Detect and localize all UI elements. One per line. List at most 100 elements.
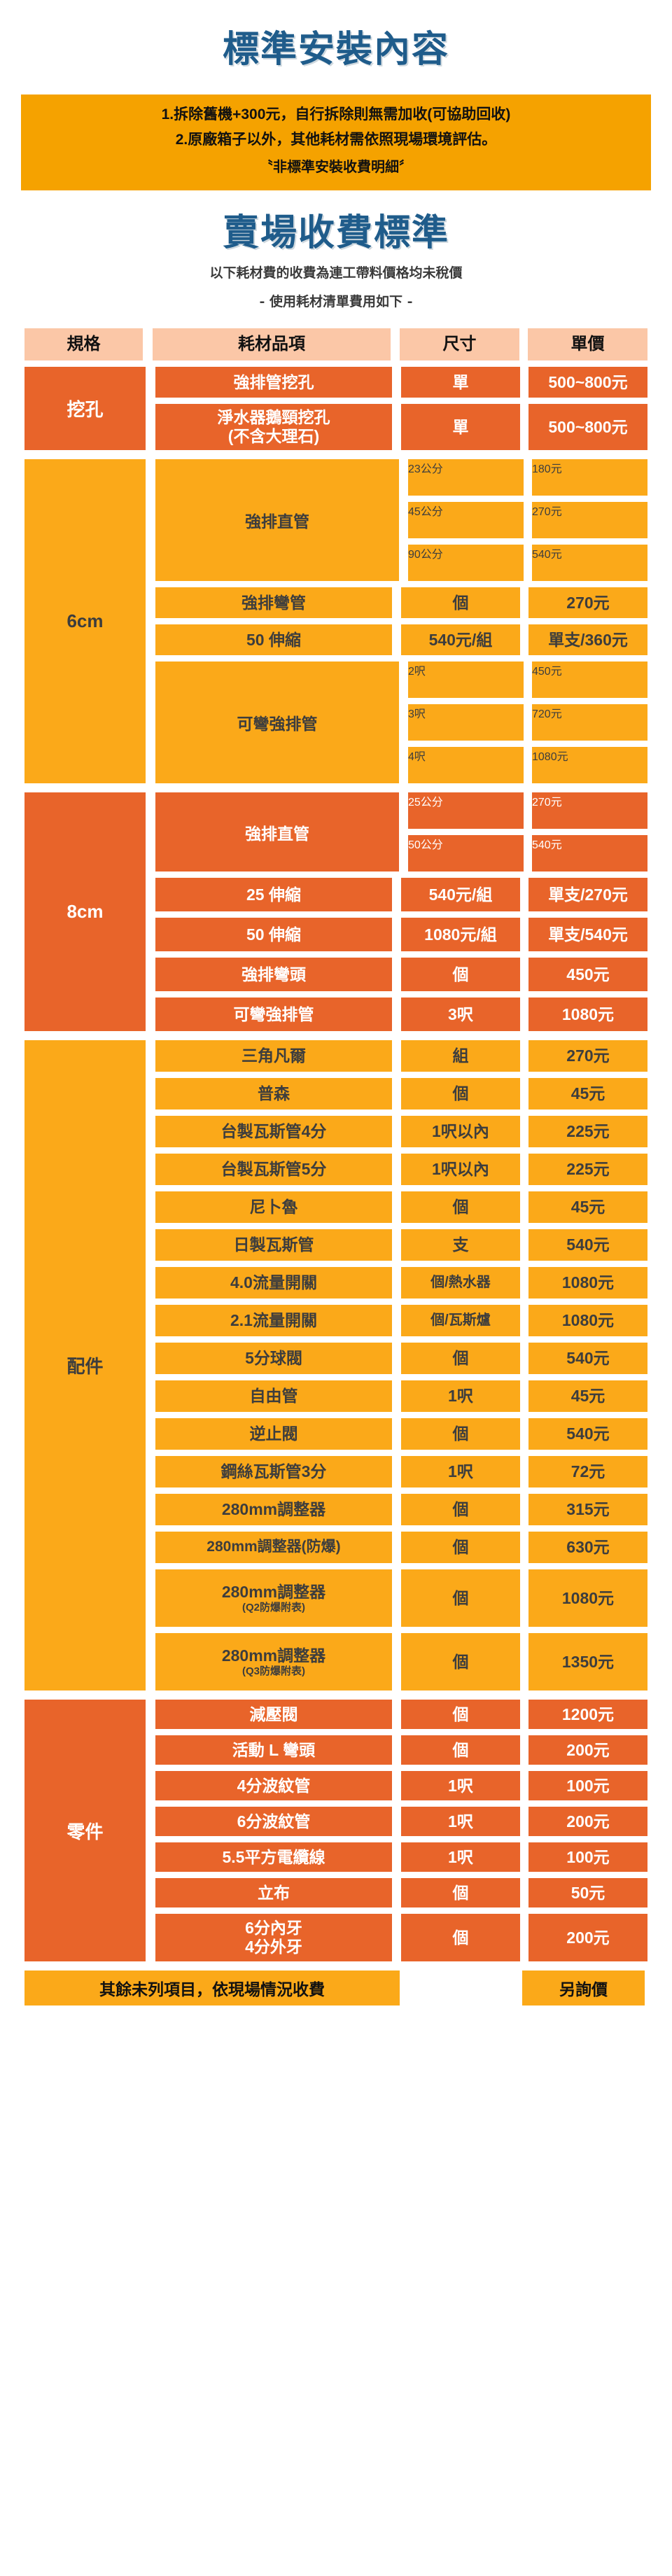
- cell-item: 280mm調整器 (Q2防爆附表): [155, 1569, 392, 1628]
- cell-item: 三角凡爾: [155, 1040, 392, 1072]
- section-spec-label: 挖孔: [24, 367, 146, 451]
- table-row: 25 伸縮 540元/組 單支/270元: [155, 878, 648, 912]
- table-subrow: 45公分 270元: [408, 502, 648, 539]
- table-row: 5分球閥 個 540元: [155, 1343, 648, 1375]
- cell-item: 280mm調整器 (Q3防爆附表): [155, 1633, 392, 1691]
- cell-price: 1200元: [528, 1700, 648, 1730]
- cell-size: 1呎以內: [400, 1154, 520, 1186]
- cell-price: 270元: [532, 502, 648, 539]
- cell-size: 單: [400, 367, 520, 398]
- cell-size: 個: [400, 1878, 520, 1908]
- cell-price: 200元: [528, 1807, 648, 1837]
- table-row: 50 伸縮 1080元/組 單支/540元: [155, 918, 648, 952]
- cell-size: 25公分: [408, 792, 524, 830]
- table-row: 280mm調整器 個 315元: [155, 1494, 648, 1526]
- table-row: 立布 個 50元: [155, 1878, 648, 1908]
- cell-size: 個: [400, 1735, 520, 1765]
- cell-size: 3呎: [408, 704, 524, 741]
- cell-price: 100元: [528, 1842, 648, 1872]
- cell-price: 270元: [532, 792, 648, 830]
- cell-price: 單支/270元: [528, 878, 648, 912]
- cell-size: 組: [400, 1040, 520, 1072]
- cell-item: 5分球閥: [155, 1343, 392, 1375]
- cell-item: 4分波紋管: [155, 1771, 392, 1801]
- table-section-parts: 零件 減壓閥 個 1200元 活動 L 彎頭 個 200元 4分波紋管 1呎: [24, 1700, 648, 1962]
- cell-size: 個: [400, 587, 520, 619]
- table-subrow: 50公分 540元: [408, 835, 648, 872]
- cell-size: 1呎: [400, 1456, 520, 1488]
- cell-size: 23公分: [408, 459, 524, 496]
- notice-line-1: 1.拆除舊機+300元，自行拆除則無需加收(可協助回收): [161, 106, 511, 122]
- cell-price: 540元: [528, 1229, 648, 1261]
- cell-price: 450元: [532, 662, 648, 699]
- table-subrow: 23公分 180元: [408, 459, 648, 496]
- cell-size: 個: [400, 1569, 520, 1628]
- cell-size: 1080元/組: [400, 918, 520, 952]
- cell-item: 2.1流量開關: [155, 1305, 392, 1337]
- table-row-group: 可彎強排管 2呎 450元 3呎 720元 4呎: [155, 662, 648, 784]
- cell-item: 逆止閥: [155, 1418, 392, 1450]
- cell-item: 台製瓦斯管4分: [155, 1116, 392, 1148]
- table-row: 普森 個 45元: [155, 1078, 648, 1110]
- cell-price: 500~800元: [528, 367, 648, 398]
- table-row: 強排彎頭 個 450元: [155, 958, 648, 992]
- cell-size: 個: [400, 1191, 520, 1224]
- cell-size: 個: [400, 1532, 520, 1564]
- table-row: 三角凡爾 組 270元: [155, 1040, 648, 1072]
- table-row: 自由管 1呎 45元: [155, 1380, 648, 1413]
- cell-item: 日製瓦斯管: [155, 1229, 392, 1261]
- cell-price: 270元: [528, 587, 648, 619]
- cell-size: 45公分: [408, 502, 524, 539]
- cell-size: 單: [400, 404, 520, 451]
- cell-price: 1080元: [528, 1267, 648, 1299]
- cell-price: 315元: [528, 1494, 648, 1526]
- table-subrow: 25公分 270元: [408, 792, 648, 830]
- table-section-8cm: 8cm 強排直管 25公分 270元 50公分 540元: [24, 792, 648, 1032]
- cell-item: 強排直管: [155, 459, 399, 582]
- table-row: 2.1流量開關 個/瓦斯爐 1080元: [155, 1305, 648, 1337]
- cell-price: 180元: [532, 459, 648, 496]
- section-spec-label: 8cm: [24, 792, 146, 1032]
- cell-size: 50公分: [408, 835, 524, 872]
- table-row: 6分波紋管 1呎 200元: [155, 1807, 648, 1837]
- cell-size: 1呎: [400, 1771, 520, 1801]
- cell-size: 個: [400, 1914, 520, 1962]
- table-section-accessories: 配件 三角凡爾 組 270元 普森 個 45元 台製瓦斯管4分 1呎以內: [24, 1040, 648, 1691]
- table-subrow: 4呎 1080元: [408, 747, 648, 784]
- table-row: 50 伸縮 540元/組 單支/360元: [155, 624, 648, 656]
- cell-item: 強排管挖孔: [155, 367, 392, 398]
- cell-price: 45元: [528, 1380, 648, 1413]
- cell-item: 自由管: [155, 1380, 392, 1413]
- cell-price: 50元: [528, 1878, 648, 1908]
- table-row: 280mm調整器 (Q2防爆附表) 個 1080元: [155, 1569, 648, 1628]
- cell-item: 25 伸縮: [155, 878, 392, 912]
- table-header-row: 規格 耗材品項 尺寸 單價: [24, 328, 648, 367]
- table-row: 鋼絲瓦斯管3分 1呎 72元: [155, 1456, 648, 1488]
- cell-item: 立布: [155, 1878, 392, 1908]
- cell-item: 280mm調整器: [155, 1494, 392, 1526]
- cell-price: 225元: [528, 1116, 648, 1148]
- cell-item: 6分內牙 4分外牙: [155, 1914, 392, 1962]
- cell-size: 個: [400, 1700, 520, 1730]
- cell-item: 50 伸縮: [155, 918, 392, 952]
- cell-price: 540元: [528, 1343, 648, 1375]
- cell-item: 50 伸縮: [155, 624, 392, 656]
- cell-item: 尼卜魯: [155, 1191, 392, 1224]
- cell-price: 540元: [532, 545, 648, 582]
- cell-size: 個: [400, 1343, 520, 1375]
- table-row: 減壓閥 個 1200元: [155, 1700, 648, 1730]
- subtitle-2: - 使用耗材清單費用如下 -: [259, 294, 413, 310]
- cell-item: 可彎強排管: [155, 662, 399, 784]
- table-subrow: 2呎 450元: [408, 662, 648, 699]
- cell-item: 強排直管: [155, 792, 399, 872]
- cell-price: 225元: [528, 1154, 648, 1186]
- cell-price: 540元: [532, 835, 648, 872]
- cell-price: 1080元: [532, 747, 648, 784]
- table-section-6cm: 6cm 強排直管 23公分 180元 45公分 270元: [24, 459, 648, 784]
- table-row: 4分波紋管 1呎 100元: [155, 1771, 648, 1801]
- table-row: 6分內牙 4分外牙 個 200元: [155, 1914, 648, 1962]
- table-section-wakong: 挖孔 強排管挖孔 單 500~800元 淨水器鵝頸挖孔 (不含大理石) 單 50…: [24, 367, 648, 451]
- subtitle-1: 以下耗材費的收費為連工帶料價格均未稅價: [209, 265, 463, 281]
- cell-size: 1呎: [400, 1380, 520, 1413]
- cell-price: 單支/360元: [528, 624, 648, 656]
